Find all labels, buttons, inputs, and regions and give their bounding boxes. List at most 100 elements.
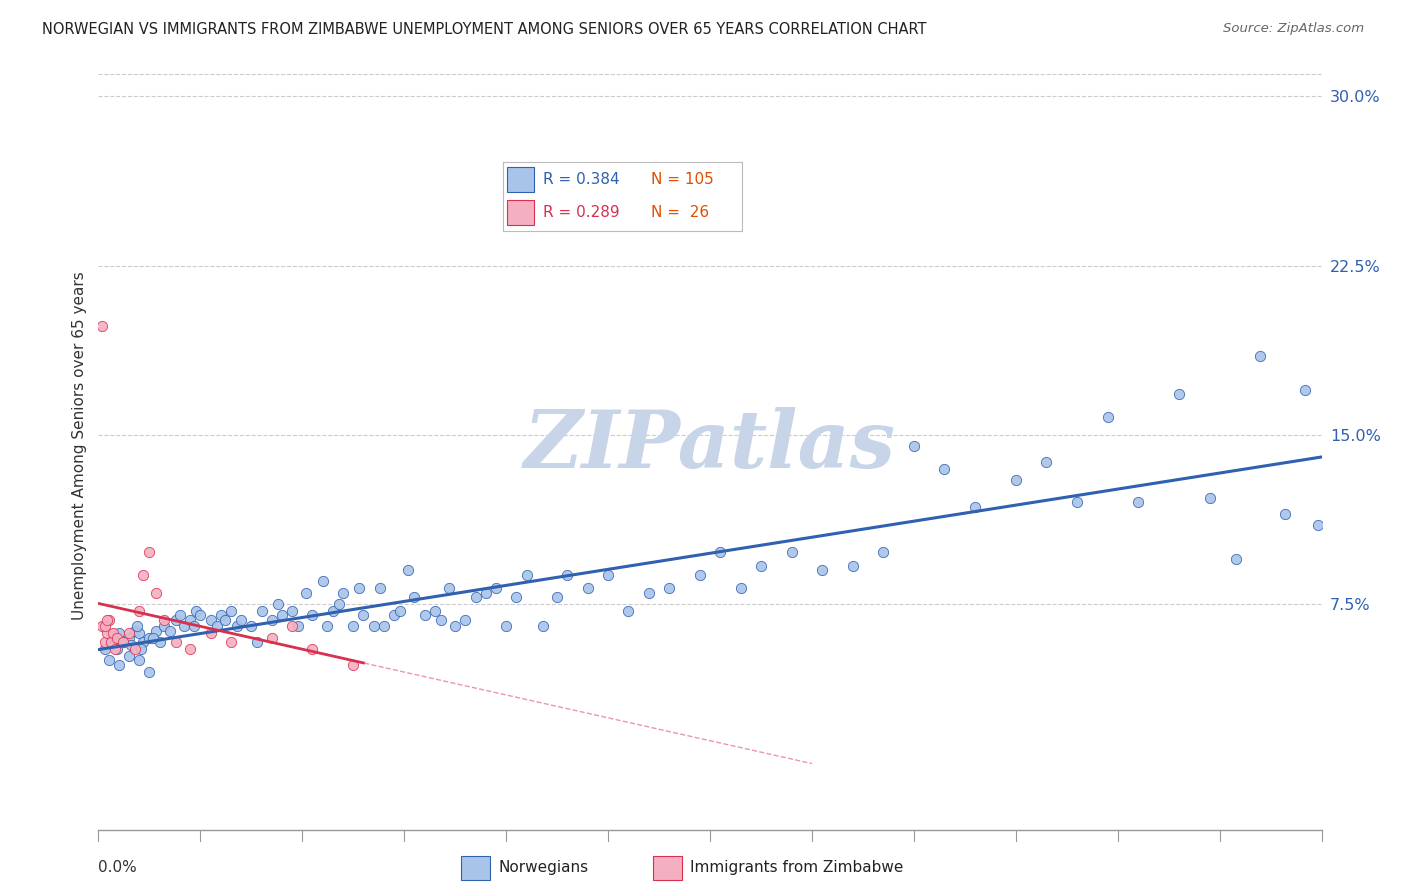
- Point: [474, 585, 498, 599]
- Point: [1035, 455, 1057, 469]
- Point: [531, 619, 554, 633]
- Text: Immigrants from Zimbabwe: Immigrants from Zimbabwe: [690, 861, 904, 875]
- Point: [152, 613, 174, 627]
- Point: [93, 642, 115, 657]
- Point: [138, 631, 160, 645]
- Point: [101, 626, 124, 640]
- Bar: [461, 856, 491, 880]
- Point: [120, 638, 142, 652]
- Point: [183, 619, 205, 633]
- Point: [841, 558, 863, 573]
- Point: [93, 635, 115, 649]
- Point: [352, 608, 374, 623]
- Point: [111, 635, 134, 649]
- Text: Source: ZipAtlas.com: Source: ZipAtlas.com: [1223, 22, 1364, 36]
- Point: [246, 635, 269, 649]
- Point: [132, 635, 155, 649]
- Point: [108, 657, 131, 672]
- Point: [200, 626, 222, 640]
- Point: [1128, 495, 1150, 509]
- Point: [128, 626, 150, 640]
- Point: [173, 619, 195, 633]
- Point: [169, 608, 191, 623]
- Point: [363, 619, 385, 633]
- Point: [546, 590, 568, 604]
- Point: [423, 604, 446, 618]
- Point: [328, 597, 350, 611]
- Point: [91, 319, 114, 334]
- Point: [96, 626, 118, 640]
- Point: [149, 635, 172, 649]
- Point: [1004, 473, 1026, 487]
- Point: [129, 642, 152, 657]
- Point: [138, 545, 160, 559]
- Point: [108, 626, 131, 640]
- Point: [1274, 507, 1296, 521]
- Point: [97, 653, 120, 667]
- Point: [368, 581, 391, 595]
- Bar: [508, 201, 534, 225]
- Text: R = 0.384: R = 0.384: [543, 172, 620, 187]
- Point: [260, 613, 283, 627]
- Point: [444, 619, 467, 633]
- Point: [142, 631, 165, 645]
- Point: [100, 635, 122, 649]
- Point: [1249, 349, 1271, 363]
- Point: [872, 545, 894, 559]
- Bar: [508, 168, 534, 192]
- Point: [179, 642, 201, 657]
- Point: [145, 585, 167, 599]
- Point: [349, 581, 371, 595]
- Point: [93, 619, 115, 633]
- Point: [555, 567, 579, 582]
- Point: [1294, 383, 1316, 397]
- Point: [464, 590, 486, 604]
- Point: [598, 567, 620, 582]
- Point: [1225, 551, 1247, 566]
- Point: [617, 604, 640, 618]
- Point: [104, 631, 127, 645]
- Point: [152, 619, 174, 633]
- Point: [270, 608, 294, 623]
- Point: [709, 545, 731, 559]
- Point: [118, 626, 141, 640]
- Point: [903, 439, 925, 453]
- Point: [267, 597, 290, 611]
- Text: ZIPatlas: ZIPatlas: [524, 408, 896, 484]
- Point: [689, 567, 711, 582]
- Point: [780, 545, 803, 559]
- Point: [260, 631, 283, 645]
- Point: [138, 665, 160, 679]
- Point: [132, 567, 155, 582]
- Point: [312, 574, 335, 589]
- Point: [413, 608, 436, 623]
- Point: [186, 604, 208, 618]
- Point: [1167, 387, 1189, 401]
- Bar: [652, 856, 682, 880]
- Point: [1198, 491, 1220, 505]
- Point: [214, 613, 236, 627]
- Point: [396, 563, 419, 577]
- Point: [97, 613, 120, 627]
- Point: [124, 624, 146, 638]
- Point: [219, 604, 242, 618]
- Point: [179, 613, 201, 627]
- Point: [281, 619, 304, 633]
- Point: [495, 619, 517, 633]
- Point: [1306, 518, 1329, 533]
- Point: [505, 590, 527, 604]
- Point: [576, 581, 599, 595]
- Point: [128, 653, 150, 667]
- Text: NORWEGIAN VS IMMIGRANTS FROM ZIMBABWE UNEMPLOYMENT AMONG SENIORS OVER 65 YEARS C: NORWEGIAN VS IMMIGRANTS FROM ZIMBABWE UN…: [42, 22, 927, 37]
- Point: [1097, 409, 1119, 424]
- Point: [124, 642, 146, 657]
- Point: [287, 619, 309, 633]
- Point: [105, 631, 128, 645]
- Point: [105, 642, 128, 657]
- Point: [205, 619, 228, 633]
- Point: [301, 608, 323, 623]
- Text: Norwegians: Norwegians: [498, 861, 588, 875]
- Text: R = 0.289: R = 0.289: [543, 205, 620, 220]
- Point: [332, 585, 354, 599]
- Point: [295, 585, 318, 599]
